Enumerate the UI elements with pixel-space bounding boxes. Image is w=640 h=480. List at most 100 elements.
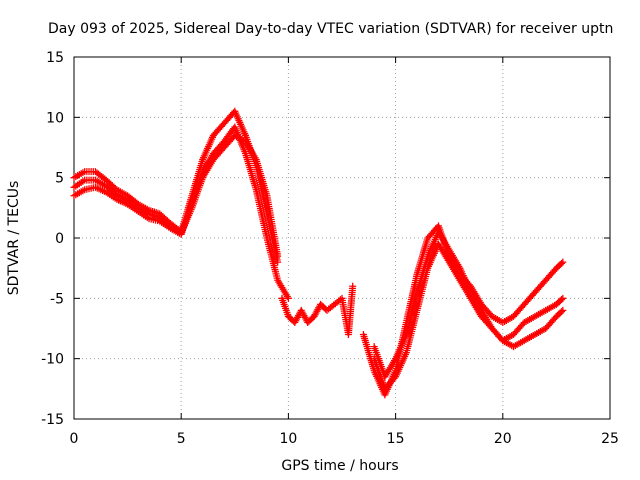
y-axis-label: SDTVAR / TECUs <box>6 181 22 296</box>
data-point <box>242 131 250 139</box>
data-point <box>242 137 250 145</box>
data-point <box>434 222 442 230</box>
data-point <box>381 391 389 399</box>
x-tick-label: 0 <box>70 431 79 447</box>
data-point <box>510 312 518 320</box>
data-points <box>70 107 567 399</box>
data-point <box>209 131 217 139</box>
data-point <box>91 183 99 191</box>
data-point <box>467 294 475 302</box>
data-point <box>531 288 539 296</box>
data-point <box>145 210 153 218</box>
y-tick-label: -15 <box>41 412 64 428</box>
data-point <box>177 229 185 237</box>
data-point <box>424 264 432 272</box>
data-point <box>70 174 78 182</box>
data-marker <box>558 259 566 267</box>
data-point <box>520 337 528 345</box>
data-point <box>81 176 89 184</box>
data-point <box>166 222 174 230</box>
data-point <box>542 276 550 284</box>
x-tick-label: 10 <box>279 431 297 447</box>
data-point <box>445 258 453 266</box>
data-point <box>188 204 196 212</box>
data-point <box>531 331 539 339</box>
data-point <box>424 252 432 260</box>
data-point <box>413 306 421 314</box>
y-tick-label: 15 <box>46 50 64 66</box>
data-point <box>434 228 442 236</box>
data-point <box>91 168 99 176</box>
data-point <box>424 234 432 242</box>
data-point <box>209 156 217 164</box>
data-point <box>284 312 292 320</box>
data-point <box>263 192 271 200</box>
data-point <box>488 325 496 332</box>
data-point <box>520 300 528 308</box>
data-point <box>70 192 78 200</box>
data-point <box>477 312 485 320</box>
data-point <box>434 240 442 248</box>
data-point <box>102 182 110 190</box>
data-point <box>552 264 560 272</box>
data-point <box>199 156 207 164</box>
data-point <box>81 168 89 176</box>
data-point <box>349 282 357 290</box>
x-axis-label: GPS time / hours <box>281 458 398 474</box>
data-point <box>392 373 400 381</box>
data-point <box>370 343 378 351</box>
data-marker <box>558 308 566 316</box>
data-point <box>542 306 550 314</box>
data-marker <box>558 296 566 304</box>
data-point <box>231 123 239 131</box>
x-tick-label: 25 <box>601 431 619 447</box>
x-tick-label: 20 <box>494 431 512 447</box>
series-track-4 <box>360 223 566 397</box>
data-point <box>552 312 560 320</box>
data-point <box>134 204 142 212</box>
data-point <box>317 300 325 308</box>
data-point <box>231 107 239 115</box>
data-point <box>499 318 507 326</box>
y-tick-label: 10 <box>46 110 64 126</box>
data-point <box>520 318 528 326</box>
data-point <box>402 331 410 339</box>
data-point <box>220 119 228 127</box>
data-point <box>499 337 507 345</box>
data-point <box>402 349 410 357</box>
data-point <box>220 144 228 151</box>
data-point <box>559 294 567 302</box>
data-point <box>70 183 78 191</box>
data-point <box>231 131 239 139</box>
y-tick-label: -10 <box>41 352 64 368</box>
grid <box>74 57 610 419</box>
data-point <box>445 246 453 254</box>
data-point <box>156 213 164 221</box>
data-point <box>559 306 567 314</box>
data-point <box>344 331 352 339</box>
data-point <box>102 188 110 196</box>
data-point <box>252 186 260 194</box>
data-point <box>413 288 421 296</box>
data-point <box>456 276 464 284</box>
y-tick-label: -5 <box>50 291 64 307</box>
data-point <box>91 176 99 184</box>
x-tick-label: 5 <box>177 431 186 447</box>
data-point <box>456 264 464 272</box>
data-point <box>510 343 518 351</box>
data-point <box>552 300 560 308</box>
data-point <box>284 294 292 302</box>
data-point <box>274 276 282 284</box>
series-track-3 <box>72 132 281 258</box>
data-point <box>199 174 207 182</box>
data-point <box>310 312 318 320</box>
data-point <box>338 294 346 302</box>
axis-ticks: 0 5 10 15 20 25 -15 -10 -5 0 5 10 15 <box>41 50 619 447</box>
data-point <box>102 176 110 184</box>
data-point <box>124 197 132 205</box>
y-tick-label: 0 <box>55 231 64 247</box>
data-point <box>531 312 539 320</box>
data-point <box>559 258 567 266</box>
data-point <box>263 234 271 242</box>
